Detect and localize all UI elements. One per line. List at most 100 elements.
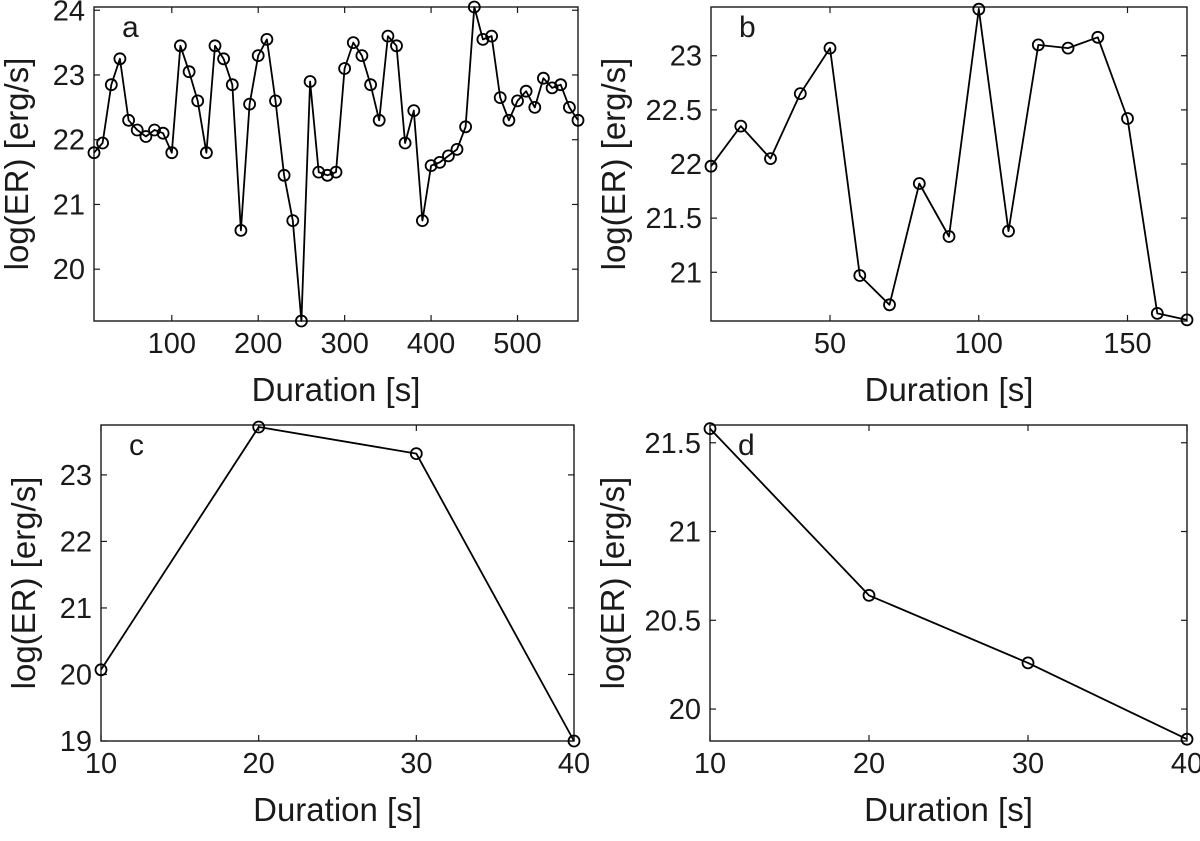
data-point [269,94,282,108]
data-point [96,136,109,150]
data-point [277,168,291,182]
data-point [225,78,239,92]
panel-letter: a [122,11,139,44]
data-point [104,78,118,92]
y-tick-label: 22.5 [646,95,702,127]
data-point [217,52,231,66]
data-point [191,94,205,108]
data-point [571,113,585,127]
data-point [415,214,429,228]
plot-frame [710,6,1188,322]
data-point [156,126,170,140]
data-point [94,663,108,677]
data-point [912,177,926,190]
data-point [148,123,161,137]
data-point [294,314,308,328]
y-tick-label: 20 [669,694,701,726]
data-point [208,39,222,53]
data-point [355,49,369,62]
data-point [764,152,777,166]
panel-a: 100 200 300 400 500 20 21 22 23 24 Duration [s] log… [0,0,585,408]
data-point [199,146,213,160]
y-tick-label: 19 [60,726,92,758]
data-point [407,104,421,117]
x-tick-label: 200 [234,328,282,360]
plot-frame [100,424,575,742]
data-point [372,113,386,127]
data-point [567,734,581,748]
data-point [252,420,266,434]
data-point [130,123,144,137]
data-point [1091,30,1105,44]
y-tick-label: 21 [60,593,92,625]
data-point [409,447,423,461]
data-point [320,168,334,182]
data-point [173,39,187,53]
data-point [346,36,360,49]
x-tick-label: 100 [148,328,196,360]
data-point [450,142,464,156]
data-point [1121,112,1134,125]
x-tick-label: 30 [1012,748,1044,780]
y-tick-label: 22 [60,526,92,558]
x-tick-label: 30 [400,748,432,780]
y-axis-label: log(ER) [erg/s] [0,58,35,271]
data-point [823,41,837,55]
data-point [545,81,559,95]
data-point [703,422,717,436]
data-point [528,101,542,114]
data-point [1021,656,1035,670]
x-tick-label: 20 [243,748,275,780]
data-point [1002,224,1015,238]
series-line [100,426,575,742]
data-point [303,75,317,88]
data-point [1150,306,1164,320]
data-point [511,94,524,108]
y-tick-label: 23 [53,60,85,92]
panel-c: 10 20 30 40 19 20 21 22 23 Duration [s] log(ER) [e… [5,420,590,828]
data-point [862,589,876,602]
y-axis-label: log(ER) [erg/s] [595,58,632,271]
data-point [1031,38,1045,52]
data-point [485,29,499,43]
panel-letter: b [739,11,756,44]
data-point [476,33,490,46]
data-point [260,33,274,46]
x-tick-label: 300 [320,328,368,360]
panel-letter: c [129,429,144,462]
data-point [467,0,481,14]
data-point [554,78,568,92]
data-point [286,214,300,228]
series-line [93,6,579,322]
data-point [1180,313,1194,327]
data-point [234,223,248,237]
y-axis-label: log(ER) [erg/s] [594,477,631,690]
data-point [734,119,748,133]
series-line [710,8,1188,321]
panel-d: 10 20 30 40 20 20.5 21 21.5 Duration [s] log(ER) … [594,422,1200,828]
x-tick-label: 10 [694,748,726,780]
panel-b: 50 100 150 21 21.5 22 22.5 23 Duration [s] log(ER… [595,2,1194,408]
data-point [441,149,455,163]
data-point [942,230,956,243]
x-tick-label: 40 [558,748,590,780]
y-tick-label: 20.5 [645,605,701,637]
y-tick-label: 20 [53,254,85,286]
x-axis-label: Duration [s] [253,791,422,828]
y-tick-label: 21 [669,517,701,549]
y-tick-label: 24 [53,0,85,27]
x-tick-label: 100 [955,328,1003,360]
data-point [563,101,576,114]
data-point [704,159,718,173]
data-point [87,146,101,160]
x-axis-label: Duration [s] [252,371,421,408]
data-point [433,155,447,169]
y-tick-label: 23 [60,460,92,492]
data-point [113,52,127,66]
data-point [972,2,986,16]
data-point [537,71,550,85]
data-point [139,130,153,143]
x-axis-label: Duration [s] [865,371,1034,408]
data-point [251,49,265,62]
